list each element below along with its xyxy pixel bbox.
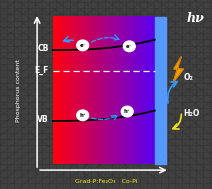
Circle shape [121,106,133,117]
Circle shape [77,110,89,121]
Text: e⁻: e⁻ [126,44,132,49]
Text: h⁺: h⁺ [124,109,130,114]
Text: O₂: O₂ [183,73,193,82]
Text: Grad-P:Fe₂O₃   Co-Pi: Grad-P:Fe₂O₃ Co-Pi [75,179,137,184]
Text: h⁺: h⁺ [80,113,86,118]
Bar [155,17,166,164]
Text: E_F: E_F [34,65,49,74]
Text: hν: hν [186,12,204,25]
Text: VB: VB [37,115,49,124]
Text: Phosphorus content: Phosphorus content [15,59,21,122]
Circle shape [77,40,89,51]
Text: e⁻: e⁻ [80,43,86,48]
Circle shape [123,41,135,52]
Text: H₂O: H₂O [183,109,200,118]
Text: CB: CB [37,44,49,53]
Polygon shape [173,57,183,82]
